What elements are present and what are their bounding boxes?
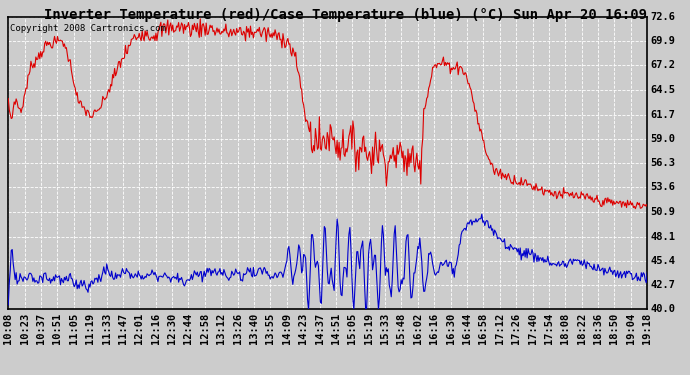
Text: 16:02: 16:02 (413, 313, 423, 344)
Text: 14:37: 14:37 (315, 313, 324, 344)
Text: 17:54: 17:54 (544, 313, 554, 344)
Text: 48.1: 48.1 (651, 232, 676, 242)
Text: 10:08: 10:08 (3, 313, 13, 344)
Text: 17:26: 17:26 (511, 313, 521, 344)
Text: 13:12: 13:12 (216, 313, 226, 344)
Text: 12:44: 12:44 (184, 313, 193, 344)
Text: 14:09: 14:09 (282, 313, 292, 344)
Text: 18:50: 18:50 (609, 313, 620, 344)
Text: 19:18: 19:18 (642, 313, 652, 344)
Text: 50.9: 50.9 (651, 207, 676, 217)
Text: 16:30: 16:30 (446, 313, 455, 344)
Text: 12:30: 12:30 (167, 313, 177, 344)
Text: 18:08: 18:08 (560, 313, 571, 344)
Text: 64.5: 64.5 (651, 84, 676, 94)
Text: 16:58: 16:58 (478, 313, 489, 344)
Text: 12:01: 12:01 (135, 313, 144, 344)
Text: 17:12: 17:12 (495, 313, 505, 344)
Text: 11:19: 11:19 (85, 313, 95, 344)
Text: 15:05: 15:05 (347, 313, 357, 344)
Text: 18:22: 18:22 (577, 313, 586, 344)
Text: Inverter Temperature (red)/Case Temperature (blue) (°C) Sun Apr 20 16:09: Inverter Temperature (red)/Case Temperat… (43, 8, 647, 21)
Text: 11:05: 11:05 (69, 313, 79, 344)
Text: 56.3: 56.3 (651, 158, 676, 168)
Text: 16:44: 16:44 (462, 313, 472, 344)
Text: 67.2: 67.2 (651, 60, 676, 70)
Text: 69.9: 69.9 (651, 36, 676, 46)
Text: 11:33: 11:33 (101, 313, 112, 344)
Text: 19:04: 19:04 (626, 313, 636, 344)
Text: 53.6: 53.6 (651, 182, 676, 192)
Text: 13:40: 13:40 (249, 313, 259, 344)
Text: 10:23: 10:23 (19, 313, 30, 344)
Text: 42.7: 42.7 (651, 280, 676, 290)
Text: 40.0: 40.0 (651, 304, 676, 314)
Text: 59.0: 59.0 (651, 134, 676, 144)
Text: 10:37: 10:37 (36, 313, 46, 344)
Text: 11:47: 11:47 (118, 313, 128, 344)
Text: Copyright 2008 Cartronics.com: Copyright 2008 Cartronics.com (10, 24, 166, 33)
Text: 15:19: 15:19 (364, 313, 374, 344)
Text: 61.7: 61.7 (651, 110, 676, 120)
Text: 12:16: 12:16 (150, 313, 161, 344)
Text: 15:48: 15:48 (397, 313, 406, 344)
Text: 17:40: 17:40 (528, 313, 538, 344)
Text: 13:55: 13:55 (266, 313, 275, 344)
Text: 12:58: 12:58 (200, 313, 210, 344)
Text: 18:36: 18:36 (593, 313, 603, 344)
Text: 10:51: 10:51 (52, 313, 62, 344)
Text: 14:51: 14:51 (331, 313, 341, 344)
Text: 13:26: 13:26 (233, 313, 243, 344)
Text: 15:33: 15:33 (380, 313, 390, 344)
Text: 14:23: 14:23 (298, 313, 308, 344)
Text: 72.6: 72.6 (651, 12, 676, 22)
Text: 45.4: 45.4 (651, 256, 676, 266)
Text: 16:16: 16:16 (429, 313, 440, 344)
